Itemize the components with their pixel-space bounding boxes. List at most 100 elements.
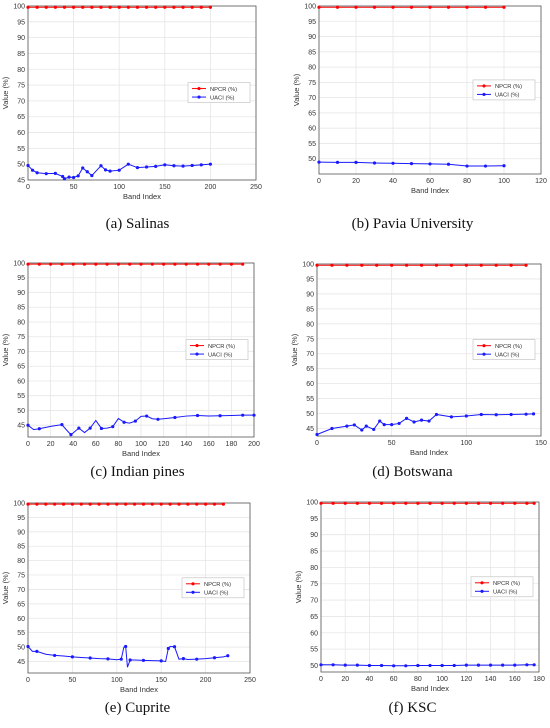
legend-swatch-marker bbox=[197, 86, 201, 91]
legend-swatch-marker bbox=[195, 352, 199, 356]
legend-entry-uaci: UACI (%) bbox=[495, 93, 520, 99]
data-point-uaci bbox=[488, 663, 493, 667]
data-point-npcr bbox=[494, 263, 498, 267]
data-point-uaci bbox=[331, 663, 335, 667]
x-tick-label: 150 bbox=[159, 184, 171, 191]
data-point-npcr bbox=[49, 262, 53, 266]
data-point-npcr bbox=[94, 262, 98, 266]
y-tick-label: 65 bbox=[308, 110, 316, 117]
data-point-uaci bbox=[502, 164, 506, 168]
y-tick-label: 50 bbox=[306, 411, 314, 418]
y-tick-label: 50 bbox=[310, 663, 318, 670]
data-point-npcr bbox=[132, 502, 137, 506]
legend-swatch-marker bbox=[482, 92, 486, 97]
data-point-npcr bbox=[26, 502, 30, 506]
data-point-npcr bbox=[446, 5, 451, 9]
data-point-uaci bbox=[53, 171, 57, 175]
data-point-uaci bbox=[354, 160, 358, 164]
data-point-npcr bbox=[452, 501, 456, 505]
data-point-uaci bbox=[156, 417, 160, 421]
x-tick-label: 20 bbox=[47, 441, 55, 448]
y-tick-label: 95 bbox=[17, 19, 25, 26]
data-point-uaci bbox=[195, 413, 200, 418]
data-point-npcr bbox=[483, 5, 488, 9]
data-point-npcr bbox=[416, 501, 420, 505]
data-point-uaci bbox=[404, 664, 408, 668]
data-point-npcr bbox=[218, 262, 222, 266]
y-tick-label: 100 bbox=[13, 501, 25, 508]
data-point-npcr bbox=[513, 501, 517, 505]
x-tick-label: 60 bbox=[390, 676, 398, 683]
y-tick-label: 95 bbox=[310, 516, 318, 523]
data-point-npcr bbox=[163, 5, 167, 9]
y-axis-label: Value (%) bbox=[1, 76, 10, 109]
y-tick-label: 80 bbox=[306, 321, 314, 328]
data-point-uaci bbox=[412, 420, 416, 424]
data-point-npcr bbox=[135, 5, 140, 9]
data-point-uaci bbox=[60, 423, 64, 427]
caption-pavia-university: (b) Pavia University bbox=[351, 216, 474, 232]
data-point-uaci bbox=[26, 423, 30, 427]
data-point-uaci bbox=[476, 663, 481, 667]
data-point-npcr bbox=[479, 263, 483, 267]
x-tick-label: 120 bbox=[535, 178, 547, 185]
data-point-npcr bbox=[375, 263, 379, 267]
data-point-uaci bbox=[241, 413, 245, 417]
y-tick-label: 60 bbox=[310, 630, 318, 637]
data-point-npcr bbox=[502, 5, 506, 9]
x-tick-label: 60 bbox=[426, 178, 434, 185]
caption-salinas: (a) Salinas bbox=[105, 216, 170, 232]
data-point-npcr bbox=[53, 5, 57, 9]
data-point-uaci bbox=[99, 164, 103, 168]
y-axis-label: Value (%) bbox=[1, 571, 10, 604]
legend-entry-uaci: UACI (%) bbox=[495, 352, 520, 358]
data-point-npcr bbox=[97, 502, 101, 506]
y-tick-label: 85 bbox=[308, 49, 316, 56]
data-point-npcr bbox=[44, 502, 48, 506]
data-point-npcr bbox=[434, 263, 439, 267]
data-point-uaci bbox=[26, 163, 30, 168]
x-axis-label: Band Index bbox=[122, 449, 160, 458]
data-point-uaci bbox=[501, 663, 505, 667]
data-point-npcr bbox=[117, 5, 121, 9]
data-point-uaci bbox=[525, 663, 529, 667]
data-point-npcr bbox=[150, 262, 154, 266]
data-point-uaci bbox=[163, 163, 167, 167]
y-tick-label: 75 bbox=[306, 336, 314, 343]
data-point-npcr bbox=[317, 5, 321, 9]
data-point-npcr bbox=[330, 263, 334, 267]
data-point-uaci bbox=[317, 160, 321, 164]
y-tick-label: 45 bbox=[17, 178, 25, 185]
legend-entry-uaci: UACI (%) bbox=[204, 591, 229, 597]
y-tick-label: 55 bbox=[17, 630, 25, 637]
x-tick-label: 40 bbox=[366, 676, 374, 683]
x-tick-label: 100 bbox=[113, 184, 125, 191]
data-point-uaci bbox=[159, 659, 163, 663]
legend-swatch-marker bbox=[482, 344, 486, 348]
x-tick-label: 160 bbox=[509, 676, 521, 683]
data-point-uaci bbox=[126, 162, 130, 166]
y-tick-label: 80 bbox=[17, 67, 25, 74]
data-point-npcr bbox=[464, 501, 468, 505]
data-point-npcr bbox=[44, 5, 48, 9]
y-tick-label: 100 bbox=[306, 500, 318, 507]
data-point-npcr bbox=[367, 501, 372, 505]
data-point-uaci bbox=[427, 419, 431, 423]
data-point-npcr bbox=[419, 263, 424, 267]
x-tick-label: 80 bbox=[463, 178, 471, 185]
data-point-npcr bbox=[26, 262, 30, 266]
data-point-npcr bbox=[172, 5, 176, 9]
data-point-uaci bbox=[181, 164, 185, 168]
x-axis-label: Band Index bbox=[411, 684, 449, 693]
y-tick-label: 95 bbox=[306, 276, 314, 283]
data-point-npcr bbox=[524, 263, 528, 267]
data-point-npcr bbox=[99, 5, 103, 9]
data-point-npcr bbox=[501, 501, 505, 505]
caption-cuprite: (e) Cuprite bbox=[104, 700, 171, 716]
caption-indian-pines: (c) Indian pines bbox=[90, 464, 185, 480]
data-point-npcr bbox=[195, 262, 200, 266]
x-tick-label: 250 bbox=[250, 184, 262, 191]
data-point-npcr bbox=[82, 262, 87, 266]
y-tick-label: 70 bbox=[306, 351, 314, 358]
y-tick-label: 55 bbox=[310, 647, 318, 654]
